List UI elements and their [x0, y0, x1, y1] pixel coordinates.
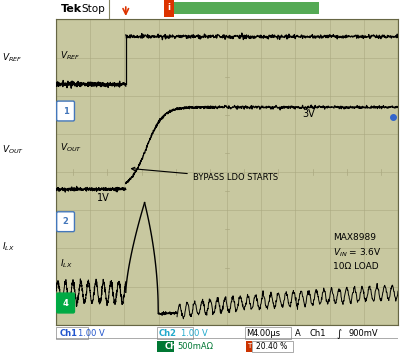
Text: ∫: ∫	[336, 329, 342, 339]
Text: $V_{OUT}$: $V_{OUT}$	[60, 141, 82, 154]
Text: 1: 1	[63, 107, 68, 115]
Bar	[246, 341, 252, 352]
Text: M: M	[246, 329, 253, 339]
Text: Tek: Tek	[61, 4, 82, 14]
FancyBboxPatch shape	[57, 293, 74, 313]
Text: BYPASS LDO STARTS: BYPASS LDO STARTS	[132, 167, 278, 182]
Bar	[245, 327, 291, 339]
Text: $I_{LX}$: $I_{LX}$	[60, 257, 73, 270]
Text: Stop: Stop	[82, 4, 106, 14]
Text: 500mAΩ: 500mAΩ	[178, 342, 214, 351]
Bar	[252, 341, 293, 352]
Text: 4: 4	[63, 299, 68, 307]
Bar	[157, 341, 174, 352]
Text: 20.40 %: 20.40 %	[256, 342, 287, 351]
Bar	[157, 327, 193, 339]
Text: i: i	[167, 4, 170, 12]
Text: 1V: 1V	[97, 193, 110, 203]
FancyBboxPatch shape	[57, 212, 74, 232]
Text: $V_{REF}$: $V_{REF}$	[60, 49, 80, 62]
Text: T: T	[247, 343, 251, 349]
Text: 1.00 V: 1.00 V	[181, 329, 208, 339]
Text: 1.00 V: 1.00 V	[78, 329, 105, 339]
Text: $I_{LX}$: $I_{LX}$	[2, 241, 15, 253]
Text: 4.00µs: 4.00µs	[253, 329, 281, 339]
Text: Ch2: Ch2	[158, 329, 177, 339]
Bar	[164, 0, 174, 17]
Text: $V_{OUT}$: $V_{OUT}$	[2, 144, 24, 156]
Bar	[56, 327, 88, 339]
Text: Ch4: Ch4	[165, 342, 183, 351]
Text: $V_{REF}$: $V_{REF}$	[2, 52, 22, 65]
Text: 3V: 3V	[302, 109, 315, 119]
Text: MAX8989
$V_{IN}$ = 3.6V
10Ω LOAD: MAX8989 $V_{IN}$ = 3.6V 10Ω LOAD	[333, 233, 382, 271]
FancyBboxPatch shape	[57, 101, 74, 121]
Text: 900mV: 900mV	[348, 329, 378, 339]
Text: 2: 2	[63, 217, 68, 226]
Bar	[169, 2, 319, 14]
Text: A: A	[295, 329, 301, 339]
Text: Ch1: Ch1	[309, 329, 326, 339]
Text: Ch1: Ch1	[60, 329, 78, 339]
